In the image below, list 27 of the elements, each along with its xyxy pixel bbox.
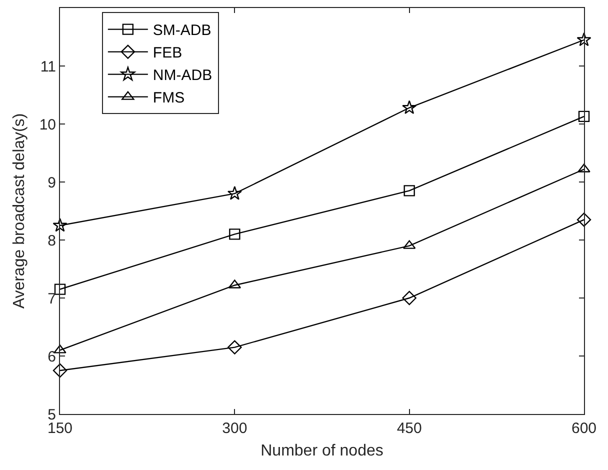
point	[402, 100, 417, 114]
y-tick-label: 11	[40, 58, 56, 76]
x-tick-label: 300	[222, 420, 248, 437]
y-tick-label: 8	[48, 232, 56, 250]
legend-label: FMS	[152, 90, 185, 107]
y-tick-label: 7	[48, 290, 56, 308]
y-tick-label: 9	[48, 174, 56, 192]
point	[578, 110, 590, 122]
x-tick-label: 600	[571, 420, 597, 437]
point	[54, 284, 66, 295]
point	[402, 290, 416, 306]
y-axis-title: Average broadcast delay(s)	[11, 113, 28, 309]
point	[227, 186, 242, 200]
point	[52, 363, 68, 378]
legend-label: SM-ADB	[152, 22, 212, 40]
x-tick-label: 450	[396, 420, 422, 437]
point	[576, 212, 592, 227]
point	[228, 340, 242, 354]
point	[576, 32, 592, 46]
point	[52, 218, 68, 232]
y-tick-label: 6	[48, 348, 56, 366]
legend-label: NM-ADB	[152, 67, 212, 84]
y-tick-label: 10	[39, 116, 56, 134]
point	[229, 228, 240, 240]
legend-label: FEB	[152, 44, 182, 62]
point	[404, 185, 415, 196]
x-axis-title: Number of nodes	[260, 442, 384, 460]
